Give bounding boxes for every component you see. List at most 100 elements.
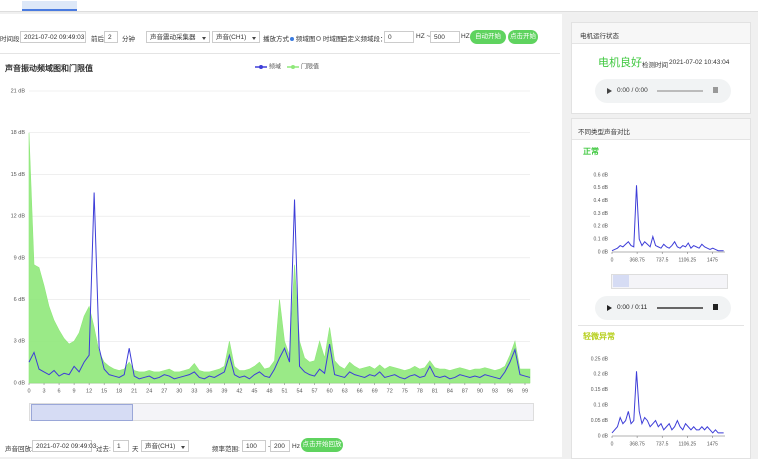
y-tick-label: 15 dB — [11, 172, 26, 178]
x-tick-label: 51 — [281, 388, 287, 394]
y-tick-label: 0.6 dB — [594, 172, 609, 178]
play-icon[interactable] — [607, 305, 612, 311]
label: 时间段: — [0, 36, 22, 43]
x-tick-label: 9 — [73, 388, 76, 394]
progress[interactable] — [657, 90, 703, 92]
y-tick-label: 0 dB — [14, 380, 26, 386]
x-tick-label: 737.5 — [656, 441, 669, 447]
x-tick-label: 24 — [146, 388, 152, 394]
x-tick-label: 1106.25 — [678, 441, 696, 447]
x-tick-label: 18 — [116, 388, 122, 394]
progress[interactable] — [657, 307, 703, 309]
volume-icon[interactable] — [713, 87, 718, 93]
x-tick-label: 48 — [266, 388, 272, 394]
radio[interactable]: 时域图 — [316, 33, 342, 43]
x-tick-label: 39 — [221, 388, 227, 394]
x-tick-label: 21 — [131, 388, 137, 394]
y-tick-label: 0.5 dB — [594, 185, 609, 191]
card-header: 不同类型声音对比 — [578, 129, 630, 136]
x-tick-label: 69 — [372, 388, 378, 394]
x-tick-label: 63 — [342, 388, 348, 394]
motor-status: 电机良好 — [598, 57, 642, 69]
x-tick-label: 368.75 — [629, 257, 645, 263]
x-tick-label: 0 — [611, 441, 614, 447]
x-tick-label: 81 — [432, 388, 438, 394]
zoom-slider[interactable] — [29, 403, 534, 421]
radio[interactable]: 频域图 — [290, 33, 315, 43]
label: 前后 — [91, 36, 104, 43]
channel-select[interactable]: 声音(CH1) — [141, 440, 189, 452]
x-tick-label: 78 — [417, 388, 423, 394]
x-tick-label: 15 — [101, 388, 107, 394]
y-tick-label: 21 dB — [11, 88, 26, 94]
playback-button[interactable]: 点击开始回放 — [301, 438, 343, 452]
x-tick-label: 42 — [236, 388, 242, 394]
time-input[interactable]: 2021-07-02 09:49:03 — [32, 440, 96, 452]
x-tick-label: 1475 — [707, 441, 718, 447]
tab-bar — [0, 0, 758, 12]
y-tick-label: 6 dB — [14, 297, 26, 303]
from-input[interactable]: 100 — [242, 440, 266, 452]
y-tick-label: 0.2 dB — [594, 224, 609, 230]
start-button[interactable]: 点击开始 — [508, 30, 538, 44]
volume-icon[interactable] — [713, 304, 718, 310]
x-tick-label: 66 — [357, 388, 363, 394]
x-tick-label: 45 — [251, 388, 257, 394]
x-tick-label: 0 — [611, 257, 614, 263]
zoom-window[interactable] — [31, 404, 133, 421]
y-tick-label: 3 dB — [14, 339, 26, 345]
y-tick-label: 0.25 dB — [591, 356, 609, 362]
y-tick-label: 0.3 dB — [594, 211, 609, 217]
x-tick-label: 368.75 — [629, 441, 645, 447]
label: 分钟 — [122, 36, 135, 43]
device-select[interactable]: 声音震动采集器 — [146, 31, 210, 43]
y-tick-label: 0.2 dB — [594, 372, 609, 378]
legend-label: 频域 — [269, 63, 281, 71]
x-tick-label: 87 — [462, 388, 468, 394]
x-tick-label: 84 — [447, 388, 453, 394]
zoom-window[interactable] — [613, 275, 629, 287]
line — [28, 192, 531, 380]
x-tick-label: 30 — [176, 388, 182, 394]
divider — [578, 325, 744, 326]
channel-select[interactable]: 声音(CH1) — [212, 31, 260, 43]
y-tick-label: 0.1 dB — [594, 403, 609, 409]
x-tick-label: 1106.25 — [678, 257, 696, 263]
x-tick-label: 90 — [477, 388, 483, 394]
check-label: 检测时间 — [642, 62, 668, 69]
line — [611, 371, 724, 434]
x-tick-label: 57 — [312, 388, 318, 394]
audio-time: 0:00 / 0:11 — [617, 304, 648, 311]
x-tick-label: 12 — [86, 388, 92, 394]
y-tick-label: 0.4 dB — [594, 198, 609, 204]
label: 声音回放: — [5, 446, 33, 453]
to-input[interactable]: 200 — [270, 440, 290, 452]
chart-title: 声音振动频域图和门限值 — [4, 63, 93, 73]
y-tick-label: 0 dB — [598, 433, 609, 439]
zoom-slider[interactable] — [611, 274, 728, 289]
play-icon[interactable] — [607, 88, 612, 94]
x-tick-label: 54 — [296, 388, 302, 394]
chart-title: 轻微异常 — [583, 331, 615, 341]
around-input[interactable]: 2 — [104, 31, 118, 43]
y-tick-label: 0 dB — [598, 249, 609, 255]
y-tick-label: 12 dB — [11, 214, 26, 220]
time-input[interactable]: 2021-07-02 09:49:03 — [20, 31, 86, 43]
x-tick-label: 6 — [58, 388, 61, 394]
days-input[interactable]: 1 — [113, 440, 129, 452]
auto-button[interactable]: 自动开始 — [470, 30, 506, 44]
to-input[interactable]: 500 — [430, 31, 460, 43]
from-input[interactable]: 0 — [384, 31, 414, 43]
x-tick-label: 33 — [191, 388, 197, 394]
tab[interactable] — [22, 1, 77, 11]
y-tick-label: 0.15 dB — [591, 387, 609, 393]
divider — [0, 53, 560, 54]
label: HZ — [461, 33, 470, 40]
audio-player[interactable]: 0:00 / 0:00 — [595, 79, 731, 103]
chart-title: 正常 — [583, 146, 599, 156]
area — [28, 132, 531, 384]
audio-player[interactable]: 0:00 / 0:11 — [595, 296, 731, 320]
label: - — [268, 443, 270, 450]
label: 过去: — [96, 446, 111, 453]
card-header: 电机运行状态 — [580, 33, 619, 40]
